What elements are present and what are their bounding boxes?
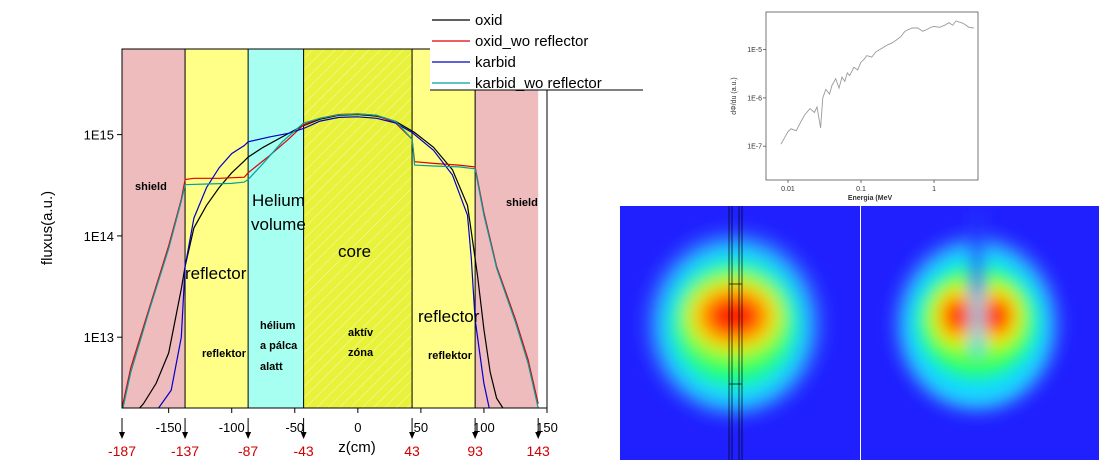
region-bands	[122, 49, 539, 408]
x-tick-label: 150	[536, 420, 558, 435]
spectrum-x-title: Energia (MeV	[848, 195, 893, 202]
boundary-label: -43	[293, 443, 313, 459]
x-tick-label: -100	[219, 420, 245, 435]
reflector-left-label: reflector	[185, 264, 247, 283]
spectrum-x-ticks: 0.01 0.1 1	[781, 180, 936, 193]
shield-left-label: shield	[135, 181, 167, 193]
region-band-6	[475, 49, 539, 408]
y-axis-ticks: 1E13 1E14 1E15	[84, 128, 122, 345]
helium-volume-label-1: Helium	[252, 191, 305, 210]
helium-hu-label-3: alatt	[260, 361, 283, 373]
x-axis-title: z(cm)	[338, 439, 376, 456]
boundary-label: 43	[404, 443, 420, 459]
helium-volume-label-2: volume	[251, 215, 306, 234]
legend-label-4: karbid_wo reflector	[475, 75, 602, 92]
spectrum-x-tick-label: 0.1	[856, 186, 866, 193]
y-tick-label: 1E14	[84, 229, 114, 244]
boundary-label: 143	[526, 443, 550, 459]
core-hu-label-2: zóna	[348, 347, 374, 359]
helium-hu-label-2: a pálca	[260, 340, 298, 352]
x-tick-label: -150	[156, 420, 182, 435]
y-axis-title: fluxus(a.u.)	[39, 191, 56, 265]
y-tick-label: 1E13	[84, 330, 114, 345]
plot-frame	[121, 48, 548, 409]
flux-distribution-map-karbid	[861, 206, 1099, 460]
region-boundary-lines	[184, 49, 476, 408]
y-tick-label: 1E15	[84, 128, 114, 143]
boundary-arrow-head	[245, 432, 252, 439]
spectrum-line	[780, 20, 974, 145]
region-band-5	[412, 49, 476, 408]
legend-label-2: oxid_wo reflector	[475, 33, 588, 50]
x-tick-label: 50	[414, 420, 428, 435]
core-hatching	[303, 49, 413, 408]
flux-distribution-map-oxid	[620, 206, 860, 460]
spectrum-x-tick-label: 0.01	[781, 186, 795, 193]
x-tick-label: 0	[354, 420, 361, 435]
helium-hu-label-1: hélium	[260, 320, 296, 332]
x-axis-ticks: -150 -100 -50 0 50 100 150	[156, 408, 558, 435]
spectrum-frame	[765, 11, 979, 181]
reflektor-left-label: reflektor	[202, 348, 247, 360]
shield-right-label: shield	[506, 197, 538, 209]
core-hu-label-1: aktív	[348, 327, 374, 339]
core-label: core	[338, 242, 371, 261]
energy-spectrum-chart: 0.01 0.1 1 1E-5 1E-6 1E-7 Energia (MeV dΦ/du…	[731, 11, 979, 202]
boundary-arrow-head	[182, 432, 189, 439]
boundary-arrow-head	[300, 432, 307, 439]
series-line-3	[157, 116, 490, 408]
spectrum-y-title: dΦ/du (a.u.)	[731, 77, 738, 115]
boundary-arrow-head	[119, 432, 125, 439]
series-line-4	[122, 113, 539, 408]
region-band-1	[122, 49, 186, 408]
spectrum-x-tick-label: 1	[932, 186, 936, 193]
region-band-3	[248, 49, 304, 408]
boundary-label: 93	[467, 443, 483, 459]
boundary-label: -137	[171, 443, 199, 459]
series-layer	[122, 113, 539, 408]
reflektor-right-label: reflektor	[428, 350, 473, 362]
boundary-arrow-head	[472, 432, 479, 439]
boundary-markers: -187 -137 -87 -43 43 93 143	[108, 418, 550, 459]
spectrum-y-tick-label: 1E-5	[747, 47, 762, 54]
spectrum-series	[780, 20, 974, 145]
spectrum-y-ticks: 1E-5 1E-6 1E-7	[747, 47, 766, 151]
legend-label-3: karbid	[475, 54, 516, 71]
legend-label-1: oxid	[475, 12, 503, 29]
boundary-arrow-head	[535, 432, 542, 439]
spectrum-y-tick-label: 1E-6	[747, 95, 762, 102]
boundary-label: -187	[108, 443, 136, 459]
x-tick-label: 100	[473, 420, 495, 435]
region-band-2	[185, 49, 249, 408]
spectrum-y-tick-label: 1E-7	[747, 144, 762, 151]
legend: oxid oxid_wo reflector karbid karbid_wo ref…	[430, 6, 643, 92]
reflector-right-label: reflector	[418, 307, 480, 326]
boundary-arrow-head	[409, 432, 416, 439]
x-tick-label: -50	[285, 420, 304, 435]
boundary-label: -87	[238, 443, 258, 459]
